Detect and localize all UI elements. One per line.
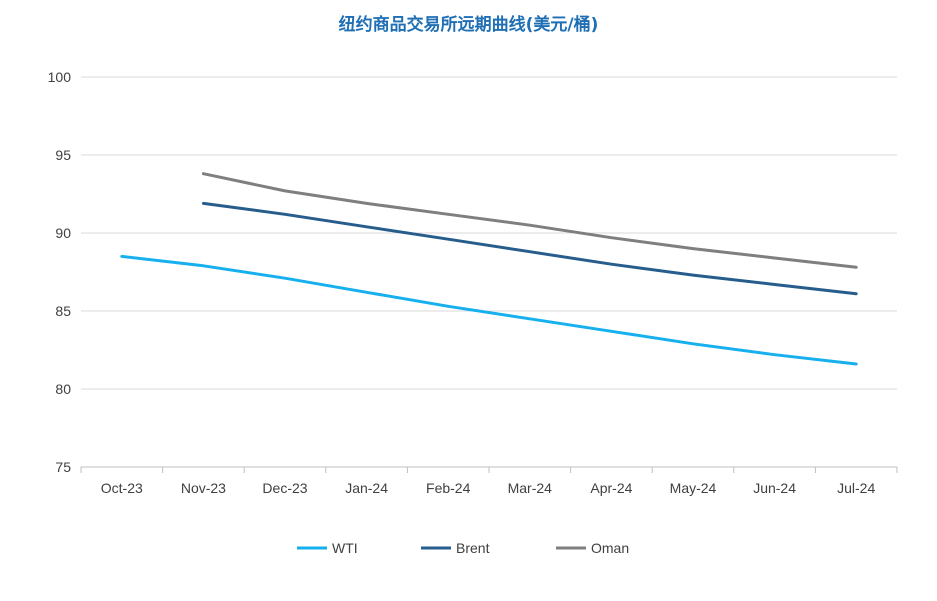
y-tick-label: 80 <box>55 381 71 397</box>
x-tick-label: Jul-24 <box>837 480 875 496</box>
series-layer <box>120 172 858 366</box>
y-tick-label: 95 <box>55 147 71 163</box>
legend-label-wti: WTI <box>332 540 358 556</box>
x-tick-label: Mar-24 <box>508 480 553 496</box>
x-tick-label: May-24 <box>670 480 717 496</box>
series-line-brent <box>201 201 858 296</box>
legend: WTI Brent Oman <box>297 540 629 556</box>
series-line-oman <box>201 172 858 269</box>
grid-layer <box>81 76 897 390</box>
x-tick-label: Feb-24 <box>426 480 471 496</box>
series-line-wti <box>120 254 858 366</box>
x-tick-label: Dec-23 <box>262 480 307 496</box>
axis-layer: 75 80 85 90 95 100 Oct-23 Nov-23 Dec-23 Jan-24 Feb… <box>48 69 898 496</box>
x-tick-label: Apr-24 <box>590 480 632 496</box>
x-tick-label: Jan-24 <box>345 480 388 496</box>
chart-title: 纽约商品交易所远期曲线(美元/桶) <box>338 15 599 35</box>
y-tick-label: 100 <box>48 69 72 85</box>
y-tick-label: 90 <box>55 225 71 241</box>
x-tick-label: Jun-24 <box>753 480 796 496</box>
y-tick-label: 75 <box>55 459 71 475</box>
x-tick-label: Nov-23 <box>181 480 226 496</box>
legend-label-oman: Oman <box>591 540 629 556</box>
x-tick-label: Oct-23 <box>101 480 143 496</box>
y-tick-label: 85 <box>55 303 71 319</box>
legend-label-brent: Brent <box>456 540 490 556</box>
